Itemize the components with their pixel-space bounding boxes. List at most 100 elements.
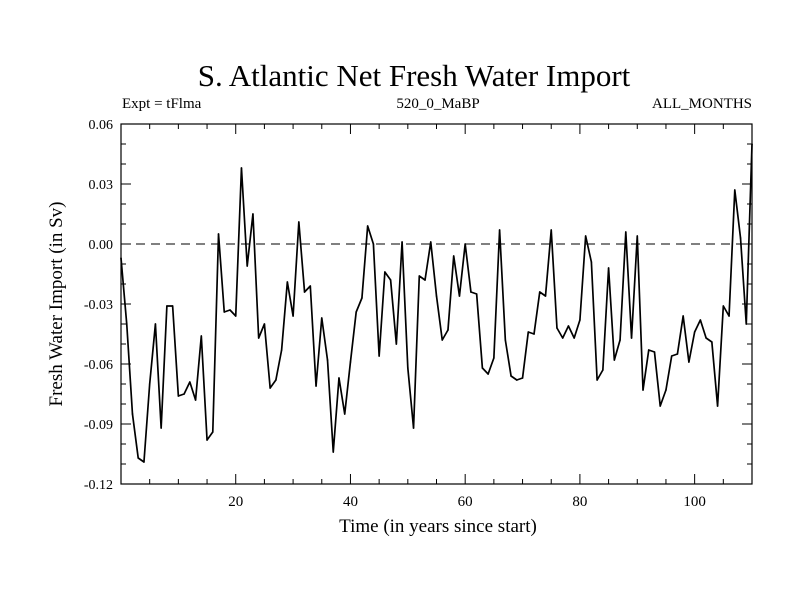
data-point [320, 317, 323, 319]
data-point [234, 315, 237, 317]
data-point [481, 367, 484, 369]
x-tick-label: 100 [683, 494, 706, 510]
y-tick-label: -0.12 [84, 478, 113, 493]
data-point [699, 319, 702, 321]
data-point [206, 439, 208, 441]
data-point [424, 279, 426, 281]
data-point [441, 339, 444, 341]
data-point [269, 387, 271, 389]
data-point [647, 349, 650, 351]
data-point [303, 291, 306, 293]
data-point [137, 457, 140, 459]
data-point [298, 221, 300, 223]
data-point [246, 265, 248, 267]
run-label: 520_0_MaBP [396, 96, 479, 112]
data-point [315, 385, 317, 387]
data-point [533, 333, 535, 335]
data-point [705, 337, 707, 339]
data-point [745, 323, 748, 325]
data-point [739, 237, 742, 239]
data-point [148, 383, 151, 385]
data-point [665, 389, 667, 391]
data-point [418, 275, 421, 277]
x-tick-label: 40 [343, 494, 358, 510]
data-point [177, 395, 180, 397]
data-point [143, 461, 145, 463]
data-point [561, 337, 564, 339]
data-point [487, 373, 489, 375]
data-point [125, 323, 128, 325]
data-point [510, 375, 512, 377]
data-point [613, 359, 616, 361]
data-point [395, 343, 398, 345]
chart-title: S. Atlantic Net Fresh Water Import [198, 58, 631, 93]
experiment-label: Expt = tFlma [122, 96, 202, 112]
x-axis-label: Time (in years since start) [339, 516, 537, 537]
data-point [343, 413, 346, 415]
data-point [183, 393, 185, 395]
data-point [361, 297, 363, 299]
data-point [407, 367, 409, 369]
data-point [607, 267, 610, 269]
y-tick-label: 0.00 [89, 238, 114, 253]
data-point [349, 361, 352, 363]
data-point [389, 279, 392, 281]
data-point [630, 337, 633, 339]
data-point [378, 355, 380, 357]
data-point [636, 235, 639, 237]
data-point [670, 355, 673, 357]
data-point [556, 327, 558, 329]
data-point [429, 241, 432, 243]
data-point [211, 431, 214, 433]
x-tick-label: 60 [458, 494, 473, 510]
data-point [475, 293, 478, 295]
x-tick-label: 80 [572, 494, 587, 510]
data-point [332, 451, 335, 453]
data-points [120, 143, 753, 463]
data-point [263, 323, 266, 325]
data-point [653, 351, 656, 353]
data-point [384, 271, 386, 273]
data-point [194, 399, 197, 401]
data-point [131, 413, 134, 415]
data-point [452, 255, 455, 257]
data-point [309, 285, 312, 287]
data-point [527, 331, 530, 333]
data-point [189, 381, 191, 383]
y-axis-label: Fresh Water Import (in Sv) [46, 202, 67, 407]
data-point [733, 189, 736, 191]
months-label: ALL_MONTHS [652, 96, 752, 112]
x-tick-label: 20 [228, 494, 243, 510]
data-point [401, 241, 403, 243]
data-point [447, 329, 449, 331]
data-point [372, 243, 375, 245]
data-point [584, 235, 587, 237]
y-tick-label: 0.06 [89, 118, 114, 133]
data-point [171, 305, 174, 307]
data-point [579, 319, 581, 321]
data-point [676, 353, 679, 355]
axis-tick-labels: 20 40 60 80 100 0.06 0.03 0.00 -0.03 -0.06 -0.09 -0… [84, 118, 706, 510]
data-point [516, 379, 518, 381]
data-point [728, 315, 730, 317]
data-point [521, 377, 524, 379]
data-point [688, 361, 690, 363]
data-point [355, 311, 357, 313]
data-point [602, 369, 604, 371]
data-point [435, 295, 438, 297]
data-point [366, 225, 369, 227]
data-point [240, 167, 243, 169]
data-point [567, 325, 570, 327]
data-point [280, 349, 283, 351]
data-point [458, 295, 461, 297]
data-point [642, 389, 644, 391]
data-point [470, 291, 472, 293]
data-point [229, 309, 231, 311]
y-tick-label: -0.09 [84, 418, 113, 433]
data-point [498, 229, 501, 231]
data-point [693, 331, 696, 333]
data-point [493, 357, 495, 359]
data-point [275, 379, 277, 381]
data-point [619, 339, 621, 341]
